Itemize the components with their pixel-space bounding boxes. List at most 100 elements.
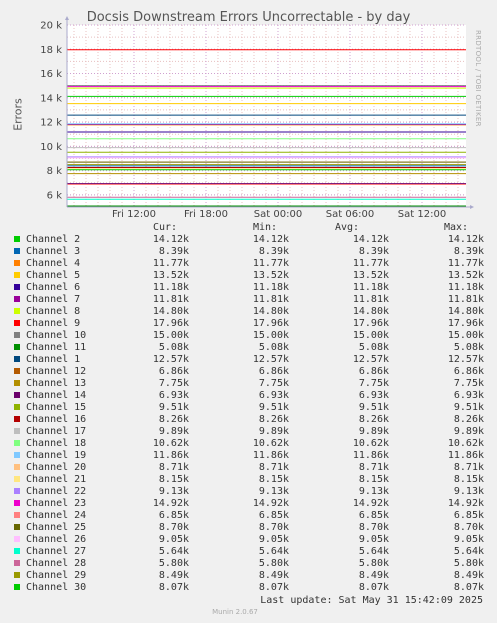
legend-avg-value: 6.85k xyxy=(358,510,389,521)
legend-cur-value: 17.96k xyxy=(152,318,189,329)
legend-series-name: Channel 29 xyxy=(26,570,87,581)
legend-min-value: 9.51k xyxy=(258,402,289,413)
legend-avg-value: 5.80k xyxy=(358,558,389,569)
legend-series-name: Channel 26 xyxy=(26,534,87,545)
legend-max-value: 6.93k xyxy=(453,390,484,401)
legend-cur-value: 11.18k xyxy=(152,282,189,293)
legend-swatch xyxy=(14,344,20,350)
legend-swatch xyxy=(14,476,20,482)
legend-min-value: 10.62k xyxy=(252,438,289,449)
legend-max-value: 14.80k xyxy=(447,306,484,317)
legend-row: Channel 1 12.57k 12.57k 12.57k 12.57k xyxy=(0,354,497,366)
legend-avg-value: 12.57k xyxy=(352,354,389,365)
legend-avg-value: 9.13k xyxy=(358,486,389,497)
legend-swatch xyxy=(14,440,20,446)
legend-row: Channel 24 6.85k 6.85k 6.85k 6.85k xyxy=(0,510,497,522)
legend-min-value: 11.86k xyxy=(252,450,289,461)
legend-header: Max: xyxy=(444,222,469,233)
legend-max-value: 12.57k xyxy=(447,354,484,365)
x-tick-label: Sat 06:00 xyxy=(326,209,374,220)
legend-max-value: 9.89k xyxy=(453,426,484,437)
legend-row: Channel 6 11.18k 11.18k 11.18k 11.18k xyxy=(0,282,497,294)
legend-cur-value: 12.57k xyxy=(152,354,189,365)
legend-cur-value: 8.70k xyxy=(158,522,189,533)
legend-avg-value: 11.18k xyxy=(352,282,389,293)
legend-row: Channel 16 8.26k 8.26k 8.26k 8.26k xyxy=(0,414,497,426)
legend-row: Channel 20 8.71k 8.71k 8.71k 8.71k xyxy=(0,462,497,474)
legend-avg-value: 8.71k xyxy=(358,462,389,473)
legend-cur-value: 9.51k xyxy=(158,402,189,413)
legend-min-value: 11.81k xyxy=(252,294,289,305)
legend-swatch xyxy=(14,548,20,554)
legend-cur-value: 9.13k xyxy=(158,486,189,497)
legend-row: Channel 17 9.89k 9.89k 9.89k 9.89k xyxy=(0,426,497,438)
legend-swatch xyxy=(14,512,20,518)
legend-min-value: 6.86k xyxy=(258,366,289,377)
legend-max-value: 9.05k xyxy=(453,534,484,545)
legend-swatch xyxy=(14,272,20,278)
legend-min-value: 8.15k xyxy=(258,474,289,485)
legend-series-name: Channel 10 xyxy=(26,330,87,341)
legend-cur-value: 7.75k xyxy=(158,378,189,389)
legend-max-value: 5.08k xyxy=(453,342,484,353)
legend-swatch xyxy=(14,488,20,494)
legend-min-value: 8.71k xyxy=(258,462,289,473)
legend-row: Channel 3 8.39k 8.39k 8.39k 8.39k xyxy=(0,246,497,258)
legend-series-name: Channel 16 xyxy=(26,414,87,425)
legend-min-value: 11.18k xyxy=(252,282,289,293)
legend-cur-value: 5.80k xyxy=(158,558,189,569)
legend-series-name: Channel 3 xyxy=(26,246,81,257)
legend-header: Avg: xyxy=(335,222,360,233)
legend-avg-value: 14.92k xyxy=(352,498,389,509)
legend-cur-value: 6.93k xyxy=(158,390,189,401)
legend-avg-value: 8.07k xyxy=(358,582,389,593)
legend-max-value: 13.52k xyxy=(447,270,484,281)
legend-cur-value: 11.81k xyxy=(152,294,189,305)
legend-cur-value: 10.62k xyxy=(152,438,189,449)
legend-min-value: 9.89k xyxy=(258,426,289,437)
legend-swatch xyxy=(14,320,20,326)
legend-avg-value: 9.51k xyxy=(358,402,389,413)
legend-row: Channel 21 8.15k 8.15k 8.15k 8.15k xyxy=(0,474,497,486)
legend-cur-value: 8.07k xyxy=(158,582,189,593)
legend-avg-value: 8.39k xyxy=(358,246,389,257)
last-update: Last update: Sat May 31 15:42:09 2025 xyxy=(260,595,483,606)
legend-swatch xyxy=(14,500,20,506)
legend-min-value: 5.64k xyxy=(258,546,289,557)
legend-min-value: 15.00k xyxy=(252,330,289,341)
legend-swatch xyxy=(14,308,20,314)
legend-header: Cur: xyxy=(153,222,178,233)
legend-avg-value: 11.77k xyxy=(352,258,389,269)
legend-cur-value: 8.71k xyxy=(158,462,189,473)
legend-cur-value: 5.64k xyxy=(158,546,189,557)
legend-cur-value: 5.08k xyxy=(158,342,189,353)
y-tick-label: 20 k xyxy=(40,21,62,32)
legend-cur-value: 8.39k xyxy=(158,246,189,257)
y-tick-label: 14 k xyxy=(40,93,62,104)
legend-row: Channel 30 8.07k 8.07k 8.07k 8.07k xyxy=(0,582,497,594)
legend-max-value: 7.75k xyxy=(453,378,484,389)
legend-row: Channel 15 9.51k 9.51k 9.51k 9.51k xyxy=(0,402,497,414)
legend-swatch xyxy=(14,356,20,362)
legend-row: Channel 26 9.05k 9.05k 9.05k 9.05k xyxy=(0,534,497,546)
legend-swatch xyxy=(14,428,20,434)
legend-row: Channel 29 8.49k 8.49k 8.49k 8.49k xyxy=(0,570,497,582)
legend-max-value: 8.26k xyxy=(453,414,484,425)
legend-max-value: 11.86k xyxy=(447,450,484,461)
legend-avg-value: 17.96k xyxy=(352,318,389,329)
legend-max-value: 11.18k xyxy=(447,282,484,293)
legend-min-value: 6.93k xyxy=(258,390,289,401)
y-tick-label: 18 k xyxy=(40,45,62,56)
legend-cur-value: 11.77k xyxy=(152,258,189,269)
legend-max-value: 6.85k xyxy=(453,510,484,521)
legend-max-value: 17.96k xyxy=(447,318,484,329)
legend-swatch xyxy=(14,284,20,290)
legend-row: Channel 4 11.77k 11.77k 11.77k 11.77k xyxy=(0,258,497,270)
legend-avg-value: 11.86k xyxy=(352,450,389,461)
legend-series-name: Channel 25 xyxy=(26,522,87,533)
legend-max-value: 6.86k xyxy=(453,366,484,377)
legend-row: Channel 28 5.80k 5.80k 5.80k 5.80k xyxy=(0,558,497,570)
legend-series-name: Channel 4 xyxy=(26,258,81,269)
legend-series-name: Channel 15 xyxy=(26,402,87,413)
legend-avg-value: 8.26k xyxy=(358,414,389,425)
